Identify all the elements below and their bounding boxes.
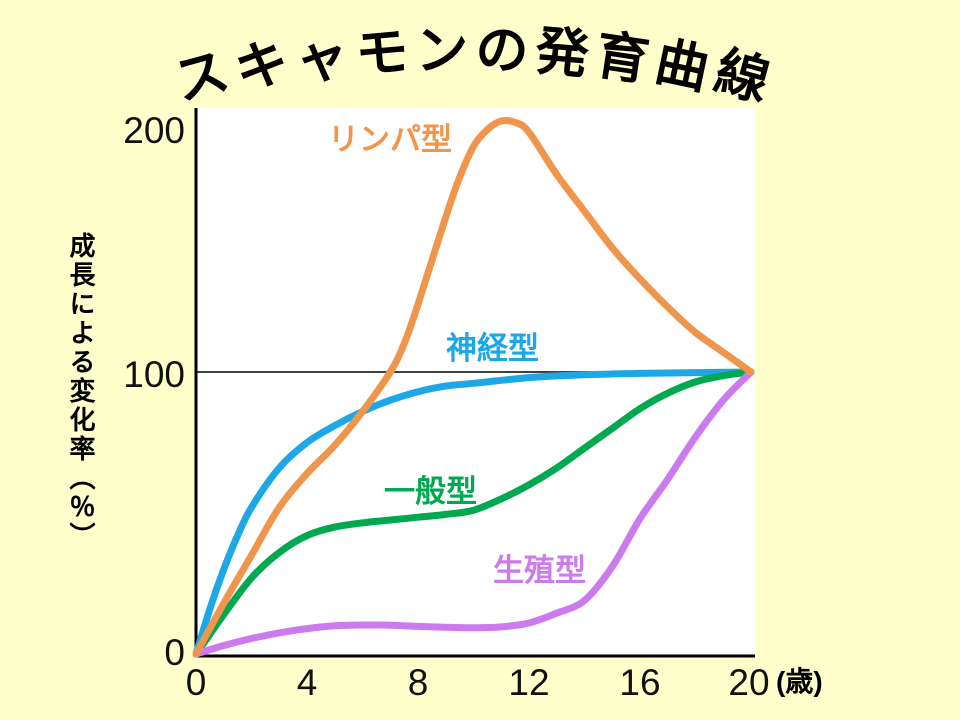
- y-tick-0: 0: [164, 632, 185, 673]
- curve-0: [192, 116, 755, 658]
- y-axis-title: 成長による変化率（％）: [66, 232, 96, 551]
- curve-1: [192, 368, 755, 658]
- x-tick-12: 12: [508, 662, 550, 703]
- x-tick-8: 8: [407, 662, 429, 703]
- series-label-2: 一般型: [384, 474, 477, 509]
- x-tick-4: 4: [296, 662, 318, 703]
- y-tick-100: 100: [123, 354, 185, 395]
- x-tick-0: 0: [185, 662, 207, 703]
- x-tick-20: 20: [728, 662, 770, 703]
- y-tick-200: 200: [123, 110, 185, 151]
- curve-2: [192, 368, 755, 658]
- curve-3: [192, 368, 755, 658]
- x-axis-unit-label: (歳): [776, 666, 823, 697]
- x-tick-16: 16: [619, 662, 661, 703]
- series-label-1: 神経型: [446, 331, 539, 366]
- series-label-0: リンパ型: [328, 122, 452, 157]
- series-label-3: 生殖型: [493, 553, 586, 588]
